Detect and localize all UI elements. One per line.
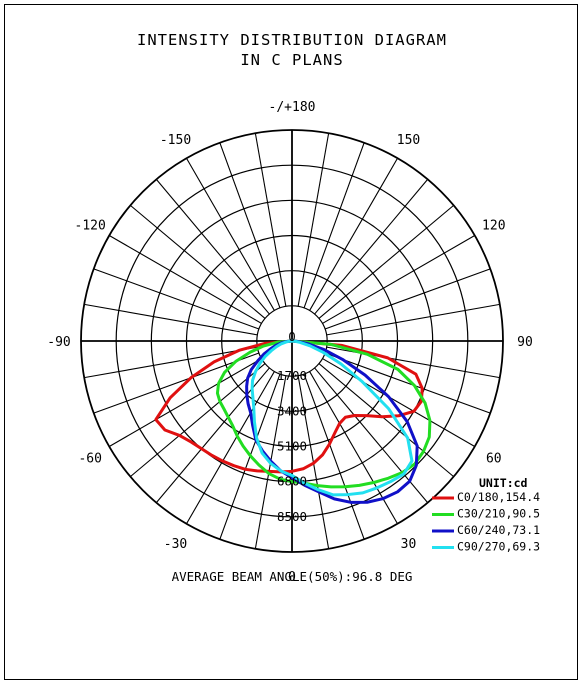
angle-label: -30 (164, 537, 187, 552)
average-beam-angle: AVERAGE BEAM ANGLE(50%):96.8 DEG (171, 569, 413, 584)
angle-label: 60 (486, 452, 502, 467)
grid-spoke (186, 157, 275, 311)
chart-title: INTENSITY DISTRIBUTION DIAGRAM IN C PLAN… (0, 30, 584, 70)
grid-spoke (324, 352, 491, 414)
grid-spoke (254, 133, 287, 307)
radial-label: 3400 (277, 403, 307, 418)
grid-spoke (322, 358, 476, 447)
curve-series-0 (154, 339, 424, 474)
grid-spoke (84, 303, 258, 336)
radial-label: 6800 (277, 474, 307, 489)
grid-spoke (324, 268, 491, 330)
grid-spoke (155, 179, 270, 315)
legend-label: C60/240,73.1 (457, 523, 540, 537)
unit-label: UNIT:cd (479, 476, 528, 490)
grid-spoke (326, 303, 500, 336)
radial-label: 8500 (277, 509, 307, 524)
angle-label: 150 (397, 133, 420, 148)
angle-label: 120 (482, 219, 505, 234)
grid-spoke (108, 358, 262, 447)
chart-frame (4, 4, 578, 680)
radial-labels: 0 1700 3400 5100 6800 8500 (277, 329, 307, 524)
grid-spoke (93, 352, 260, 414)
grid-spoke (322, 235, 476, 324)
grid-spoke (93, 268, 260, 330)
angle-label: -120 (75, 219, 106, 234)
grid-spoke (318, 363, 454, 478)
legend-label: C30/210,90.5 (457, 507, 540, 521)
grid-spoke (155, 367, 270, 503)
grid-spoke (303, 373, 365, 540)
grid-spoke (314, 179, 429, 315)
angle-label: 90 (517, 335, 533, 350)
angle-label: 30 (401, 537, 417, 552)
chart-title-line-2: IN C PLANS (240, 51, 344, 69)
radial-label: 0 (288, 329, 296, 344)
chart-title-line-1: INTENSITY DISTRIBUTION DIAGRAM (137, 31, 447, 49)
grid-spoke (186, 371, 275, 525)
radial-label: 1700 (277, 368, 307, 383)
grid-spoke (130, 363, 266, 478)
intensity-curves (154, 339, 432, 504)
angle-label: -150 (160, 133, 191, 148)
grid-spoke (84, 346, 258, 379)
grid-spoke (318, 204, 454, 319)
angle-label: 0 (288, 570, 296, 585)
curve-series-3 (250, 339, 414, 497)
angle-label: -/+180 (269, 100, 316, 115)
radial-label: 5100 (277, 439, 307, 454)
grid-spoke (303, 142, 365, 309)
angle-labels: -/+180 -150 150 -120 120 -90 90 -60 60 -30 30 0 (47, 100, 533, 585)
grid-spoke (309, 157, 398, 311)
legend-label: C90/270,69.3 (457, 540, 540, 554)
grid-spoke (297, 133, 330, 307)
grid-spoke (108, 235, 262, 324)
grid-spoke (219, 142, 281, 309)
angle-label: -60 (78, 452, 101, 467)
curve-series-1 (215, 339, 432, 489)
curve-series-2 (245, 339, 419, 504)
angle-label: -90 (47, 335, 70, 350)
legend-label: C0/180,154.4 (457, 490, 540, 504)
grid-spoke (130, 204, 266, 319)
